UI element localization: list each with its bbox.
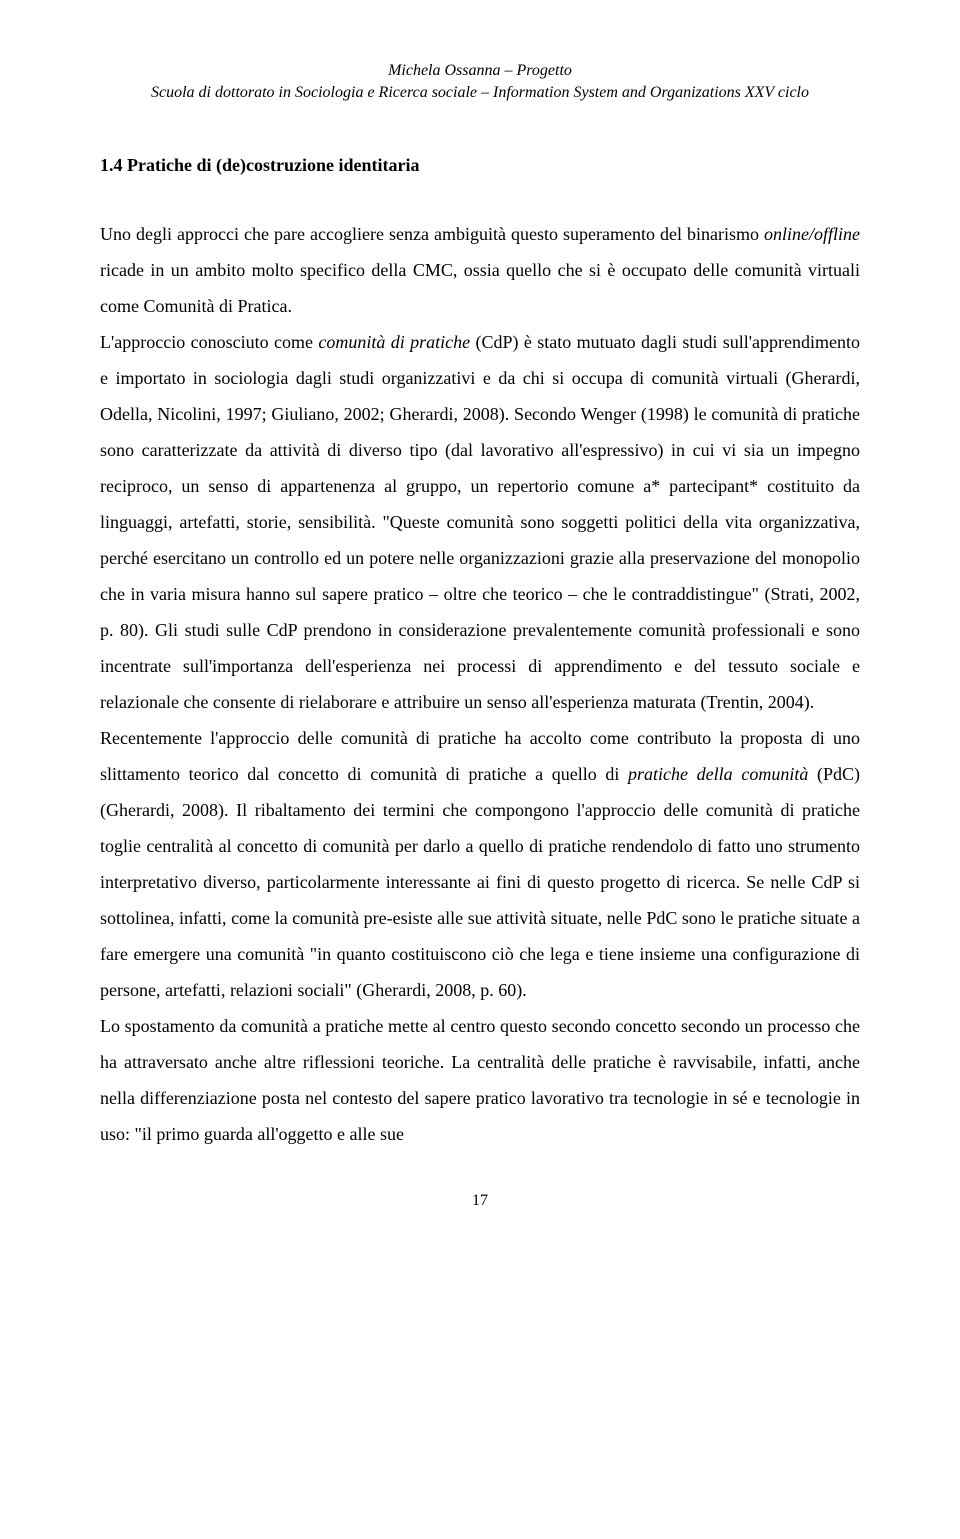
p1-text-1: Uno degli approcci che pare accogliere s… — [100, 224, 764, 244]
header-institution: Scuola di dottorato in Sociologia e Rice… — [100, 82, 860, 104]
p3-text-2: (PdC) (Gherardi, 2008). Il ribaltamento … — [100, 764, 860, 1000]
page-header: Michela Ossanna – Progetto Scuola di dot… — [100, 60, 860, 105]
p1-italic-1: online/offline — [764, 224, 860, 244]
paragraph-4: Lo spostamento da comunità a pratiche me… — [100, 1008, 860, 1152]
p3-italic-1: pratiche della comunità — [628, 764, 808, 784]
paragraph-1: Uno degli approcci che pare accogliere s… — [100, 216, 860, 324]
p2-text-2: (CdP) è stato mutuato dagli studi sull'a… — [100, 332, 860, 712]
section-heading: 1.4 Pratiche di (de)costruzione identita… — [100, 155, 860, 176]
paragraph-2: L'approccio conosciuto come comunità di … — [100, 324, 860, 720]
header-author: Michela Ossanna – Progetto — [100, 60, 860, 82]
p2-text-1: L'approccio conosciuto come — [100, 332, 318, 352]
paragraph-3: Recentemente l'approccio delle comunità … — [100, 720, 860, 1008]
page-number: 17 — [100, 1192, 860, 1210]
p1-text-2: ricade in un ambito molto specifico dell… — [100, 260, 860, 316]
p2-italic-1: comunità di pratiche — [318, 332, 470, 352]
body-content: Uno degli approcci che pare accogliere s… — [100, 216, 860, 1152]
